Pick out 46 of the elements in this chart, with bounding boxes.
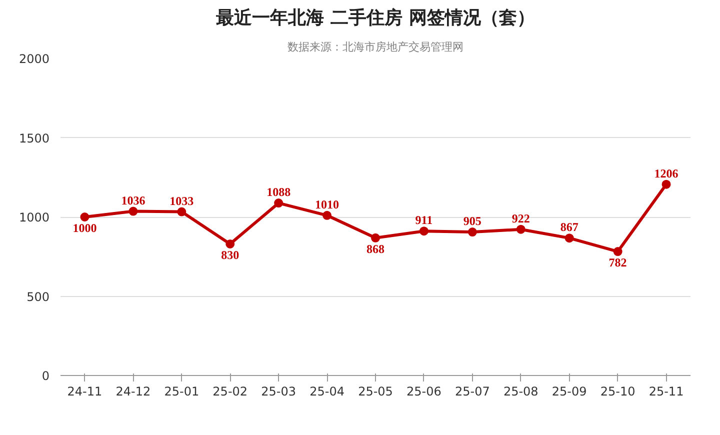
- point: [322, 210, 332, 220]
- data-label: 911: [415, 213, 433, 228]
- data-label: 782: [608, 256, 627, 270]
- data-label: 830: [221, 248, 240, 262]
- y-tick-label: 0: [42, 369, 50, 383]
- data-label: 1033: [170, 194, 194, 208]
- data-label: 1206: [654, 166, 678, 180]
- data-label: 1088: [266, 185, 291, 200]
- x-tick-label: 25-06: [406, 384, 442, 398]
- x-tick-label: 25-09: [552, 384, 587, 398]
- x-tick-label: 24-12: [116, 384, 151, 398]
- data-label: 868: [366, 242, 384, 256]
- x-tick-label: 25-10: [600, 384, 636, 398]
- point: [80, 212, 90, 222]
- point: [128, 206, 138, 216]
- data-label: 867: [560, 220, 578, 234]
- x-tick-label: 25-08: [503, 384, 538, 398]
- y-tick-label: 1500: [18, 131, 50, 146]
- point: [468, 228, 477, 237]
- y-tick-label: 2000: [18, 52, 50, 66]
- y-tick-label: 500: [26, 290, 50, 304]
- point: [419, 226, 428, 236]
- x-tick-label: 24-11: [67, 384, 102, 398]
- x-tick-label: 25-02: [212, 384, 248, 398]
- y-tick-label: 1000: [18, 210, 50, 224]
- data-label: 1010: [315, 197, 340, 212]
- point: [371, 233, 380, 242]
- data-label: 1000: [72, 221, 97, 235]
- chart-title: 最近一年北海 二手住房 网签情况（套）: [215, 8, 535, 28]
- x-tick-label: 25-03: [261, 384, 296, 398]
- point: [613, 247, 622, 256]
- x-tick-label: 25-11: [648, 384, 684, 398]
- point: [177, 207, 186, 216]
- chart-subtitle: 数据来源：北海市房地产交易管理网: [288, 40, 464, 54]
- point: [564, 234, 574, 243]
- data-label: 922: [512, 211, 530, 226]
- point: [274, 198, 284, 208]
- data-label: 1036: [121, 193, 146, 208]
- point: [516, 224, 526, 234]
- point: [226, 239, 235, 248]
- x-tick-label: 25-01: [164, 384, 200, 398]
- point: [662, 180, 671, 189]
- data-label: 905: [463, 214, 482, 228]
- x-tick-label: 25-07: [454, 384, 490, 398]
- x-tick-label: 25-04: [310, 384, 344, 398]
- x-tick-label: 25-05: [358, 384, 393, 398]
